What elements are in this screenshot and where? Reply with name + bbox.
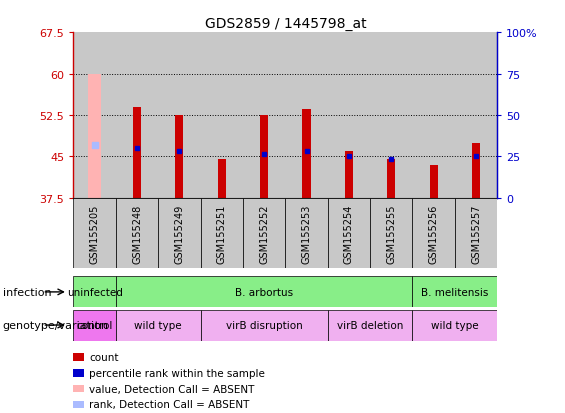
Bar [218, 160, 226, 198]
Bar [412, 310, 497, 341]
Bar [158, 198, 201, 268]
Text: B. arbortus: B. arbortus [235, 287, 293, 297]
Text: infection: infection [3, 287, 51, 297]
Bar [243, 33, 285, 198]
Bar [455, 33, 497, 198]
Text: GSM155254: GSM155254 [344, 204, 354, 263]
Bar [73, 369, 84, 377]
Text: virB deletion: virB deletion [337, 320, 403, 330]
Text: count: count [89, 352, 119, 362]
Bar [201, 33, 243, 198]
Bar [429, 165, 438, 198]
Text: genotype/variation: genotype/variation [3, 320, 109, 330]
Bar [73, 401, 84, 408]
Bar [201, 198, 243, 268]
Bar [455, 198, 497, 268]
Bar [328, 198, 370, 268]
Bar [73, 385, 84, 392]
Text: wild type: wild type [134, 320, 182, 330]
Bar [328, 33, 370, 198]
Bar [345, 152, 353, 198]
Text: GSM155251: GSM155251 [217, 204, 227, 263]
Bar [73, 277, 116, 308]
Bar [328, 310, 412, 341]
Bar [472, 143, 480, 198]
Text: GSM155205: GSM155205 [90, 204, 99, 263]
Bar [370, 33, 412, 198]
Bar [412, 198, 455, 268]
Bar [88, 74, 101, 198]
Text: control: control [76, 320, 113, 330]
Bar [73, 198, 116, 268]
Bar [116, 277, 412, 308]
Bar [260, 116, 268, 198]
Text: GSM155252: GSM155252 [259, 204, 269, 263]
Text: percentile rank within the sample: percentile rank within the sample [89, 368, 265, 378]
Bar [201, 310, 328, 341]
Text: virB disruption: virB disruption [226, 320, 302, 330]
Bar [302, 110, 311, 198]
Text: GSM155249: GSM155249 [175, 204, 184, 263]
Bar [412, 33, 455, 198]
Bar [73, 33, 116, 198]
Title: GDS2859 / 1445798_at: GDS2859 / 1445798_at [205, 17, 366, 31]
Text: GSM155257: GSM155257 [471, 204, 481, 263]
Text: GSM155256: GSM155256 [429, 204, 438, 263]
Bar [116, 33, 158, 198]
Bar [73, 354, 84, 361]
Bar [370, 198, 412, 268]
Text: uninfected: uninfected [67, 287, 123, 297]
Bar [133, 107, 141, 198]
Text: GSM155255: GSM155255 [386, 204, 396, 263]
Bar [387, 160, 396, 198]
Text: value, Detection Call = ABSENT: value, Detection Call = ABSENT [89, 384, 255, 394]
Bar [285, 33, 328, 198]
Text: wild type: wild type [431, 320, 479, 330]
Bar [285, 198, 328, 268]
Text: GSM155253: GSM155253 [302, 204, 311, 263]
Text: rank, Detection Call = ABSENT: rank, Detection Call = ABSENT [89, 399, 250, 409]
Bar [116, 198, 158, 268]
Bar [175, 116, 184, 198]
Text: GSM155248: GSM155248 [132, 204, 142, 263]
Bar [412, 277, 497, 308]
Bar [243, 198, 285, 268]
Bar [158, 33, 201, 198]
Text: B. melitensis: B. melitensis [421, 287, 489, 297]
Bar [73, 310, 116, 341]
Bar [116, 310, 201, 341]
